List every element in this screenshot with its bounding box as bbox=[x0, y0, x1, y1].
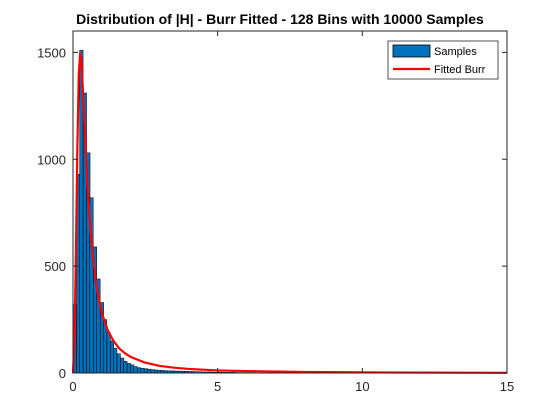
legend-samples-swatch bbox=[392, 44, 431, 58]
histogram-bar bbox=[106, 332, 111, 374]
x-tick-label: 5 bbox=[214, 379, 221, 394]
plot-area bbox=[73, 31, 507, 373]
histogram-bar bbox=[120, 357, 125, 374]
x-tick-label: 0 bbox=[69, 379, 76, 394]
y-tick-label: 0 bbox=[59, 366, 66, 381]
histogram-bar bbox=[110, 340, 115, 374]
axes-box bbox=[72, 30, 508, 374]
y-tick-label: 1500 bbox=[37, 45, 66, 60]
histogram-bar bbox=[140, 368, 145, 374]
y-tick-label: 1000 bbox=[37, 152, 66, 167]
histogram-bars bbox=[72, 49, 345, 374]
histogram-bar bbox=[147, 368, 152, 374]
y-tick-label: 500 bbox=[44, 259, 66, 274]
histogram-bar bbox=[133, 366, 138, 374]
x-tick-label: 15 bbox=[500, 379, 514, 394]
legend-fitted-label: Fitted Burr bbox=[434, 64, 486, 76]
histogram-bar bbox=[116, 353, 121, 374]
axis-ticks: 0 5 10 15 0 500 1000 1500 bbox=[37, 31, 514, 394]
histogram-bar bbox=[123, 360, 128, 374]
histogram-bar bbox=[130, 364, 135, 374]
histogram-bar bbox=[150, 369, 155, 374]
fitted-burr-line bbox=[71, 52, 508, 374]
legend: Samples Fitted Burr bbox=[387, 40, 499, 80]
legend-samples-label: Samples bbox=[434, 46, 477, 58]
x-tick-label: 10 bbox=[355, 379, 369, 394]
histogram-bar bbox=[143, 368, 148, 374]
histogram-bar bbox=[137, 367, 141, 374]
chart-title: Distribution of |H| - Burr Fitted - 128 … bbox=[76, 11, 484, 27]
histogram-bar bbox=[113, 348, 118, 374]
histogram-bar bbox=[126, 363, 131, 374]
